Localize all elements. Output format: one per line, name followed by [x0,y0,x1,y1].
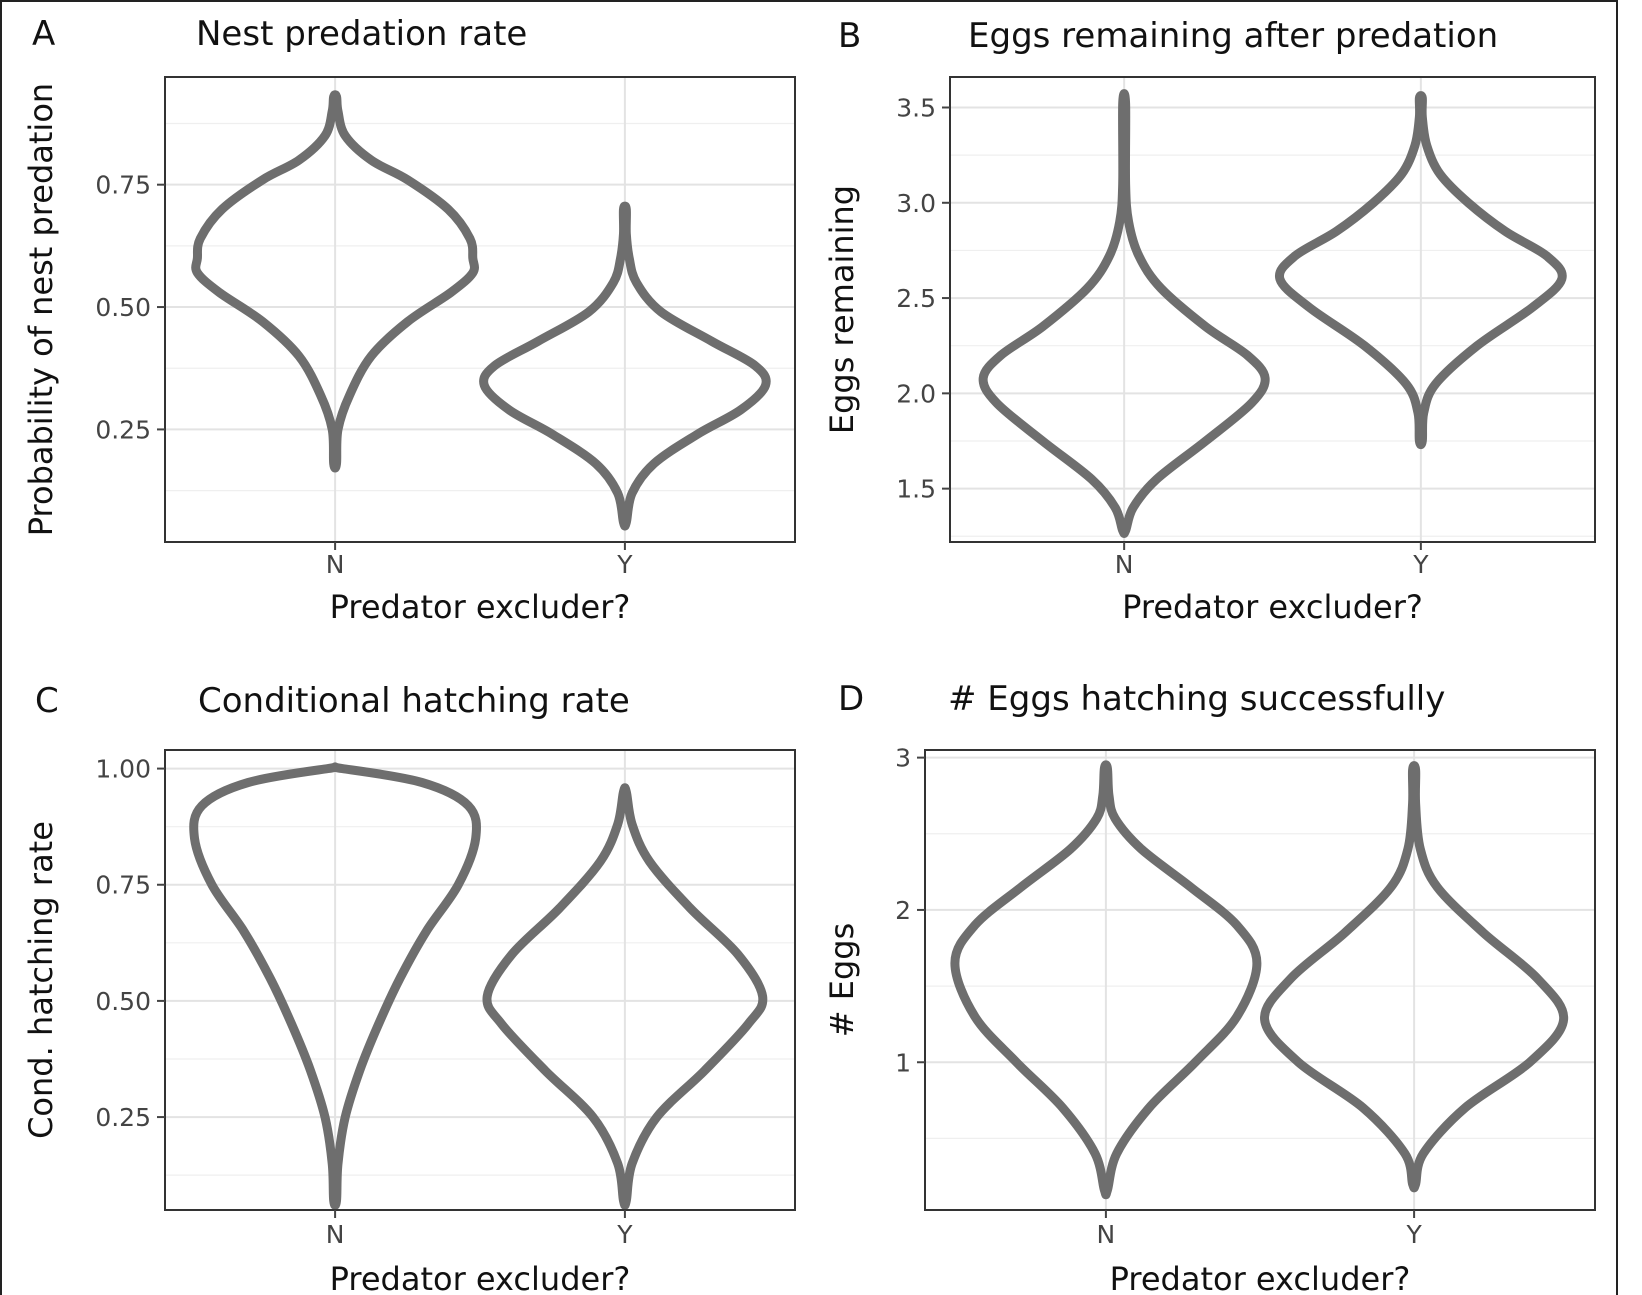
panel-d-violin-y [1260,761,1569,1193]
panel-d: 1 2 3 N Y Predator excluder? # Eggs D # Eggs hat… [823,679,1596,1295]
panel-a-x-axis-label: Predator excluder? [330,588,631,626]
panel-d-y-tick-label: 2 [895,896,911,925]
panel-d-plot-frame [924,749,1596,1211]
panel-b-violin-n [978,89,1270,538]
panel-c: 0.25 0.50 0.75 1.00 N Y Predator excluder? Cond… [22,681,796,1295]
panel-c-x-axis-label: Predator excluder? [330,1260,631,1295]
panel-b-x-tick-label-n: N [1115,550,1134,579]
panel-b-y-axis-label: Eggs remaining [823,185,861,434]
panel-b-y-tick-label: 2.0 [896,379,936,408]
panel-d-y-tick-label: 1 [895,1048,911,1077]
panel-a-violin-n [191,90,479,473]
panel-b-y-tick-label: 1.5 [896,475,936,504]
panel-c-y-tick-label: 0.50 [95,987,151,1016]
panel-d-x-tick-label-y: Y [1405,1220,1422,1249]
panel-b-x-axis-label: Predator excluder? [1122,588,1423,626]
panel-b-y-tick-label: 3.5 [896,93,936,122]
panel-d-x-axis-label: Predator excluder? [1110,1260,1411,1295]
panel-c-plot-frame [164,749,796,1211]
panel-a: 0.25 0.50 0.75 N Y Predator excluder? Probabil… [22,14,796,626]
panel-c-y-tick-label: 0.75 [95,871,151,900]
panel-c-letter: C [35,681,59,721]
panel-b-x-tick-label-y: Y [1412,550,1429,579]
panel-a-title: Nest predation rate [196,14,527,54]
panel-d-letter: D [838,679,864,719]
panel-c-title: Conditional hatching rate [198,681,630,721]
panel-d-y-tick-label: 3 [895,744,911,773]
panel-b: 1.5 2.0 2.5 3.0 3.5 N Y Predator excluder? Eggs … [823,16,1596,626]
panel-b-y-tick-label: 2.5 [896,284,936,313]
panel-b-y-tick-label: 3.0 [896,189,936,218]
panel-a-plot-background [165,77,795,542]
panel-c-violin-y [482,783,768,1210]
panel-d-violin-n [950,760,1262,1200]
panel-d-y-axis-label: # Eggs [823,923,861,1038]
panel-a-letter: A [32,14,55,54]
panel-c-x-tick-label-y: Y [616,1220,633,1249]
panel-a-y-tick-label: 0.25 [95,415,151,444]
panel-c-y-tick-label: 0.25 [95,1103,151,1132]
panel-c-x-tick-label-n: N [326,1220,345,1249]
panel-b-plot-frame [949,76,1596,543]
panel-b-title: Eggs remaining after predation [968,16,1498,56]
panel-a-x-tick-label-y: Y [616,550,633,579]
panel-b-letter: B [838,16,861,56]
panel-a-y-tick-label: 0.50 [95,293,151,322]
panel-b-violin-y [1274,91,1567,450]
panel-d-plot-background [925,750,1595,1210]
panel-c-violin-n [189,762,481,1210]
panel-c-y-axis-label: Cond. hatching rate [22,821,60,1139]
panel-b-plot-background [950,77,1595,542]
panel-a-violin-y [479,201,771,531]
panel-a-y-axis-label: Probability of nest predation [22,83,60,536]
panel-a-x-tick-label-n: N [326,550,345,579]
panel-d-x-tick-label-n: N [1097,1220,1116,1249]
panel-d-title: # Eggs hatching successfully [948,679,1445,719]
panel-c-y-tick-label: 1.00 [95,755,151,784]
panel-a-y-tick-label: 0.75 [95,171,151,200]
panel-a-plot-frame [164,76,796,543]
